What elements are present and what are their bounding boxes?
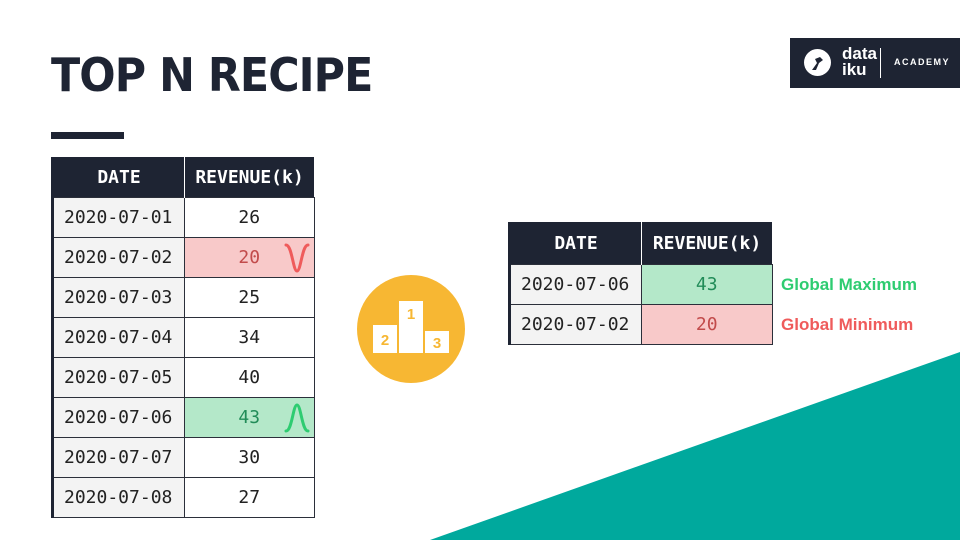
revenue-cell: 26 bbox=[184, 197, 315, 238]
table-row: 2020-07-06 43 bbox=[52, 397, 315, 438]
podium-first-label: 1 bbox=[407, 306, 415, 323]
global-maximum-label: Global Maximum bbox=[781, 275, 918, 294]
date-cell: 2020-07-03 bbox=[52, 277, 185, 318]
logo-line-2: iku bbox=[842, 60, 867, 79]
global-minimum-label: Global Minimum bbox=[781, 315, 914, 334]
column-header-date: DATE bbox=[52, 157, 185, 198]
revenue-value: 43 bbox=[238, 407, 261, 428]
column-header-date: DATE bbox=[509, 222, 642, 265]
date-cell: 2020-07-07 bbox=[52, 437, 185, 478]
podium-second-label: 2 bbox=[381, 332, 389, 349]
revenue-cell-maximum: 43 bbox=[641, 264, 773, 305]
table-header-row: DATE REVENUE(k) bbox=[509, 222, 772, 265]
table-row: 2020-07-02 20 bbox=[509, 304, 773, 345]
date-cell: 2020-07-05 bbox=[52, 357, 185, 398]
revenue-cell-maximum: 43 bbox=[184, 397, 315, 438]
revenue-value: 20 bbox=[238, 247, 261, 268]
revenue-cell: 25 bbox=[184, 277, 315, 318]
date-cell: 2020-07-06 bbox=[509, 264, 642, 305]
column-header-revenue: REVENUE(k) bbox=[641, 222, 772, 265]
date-cell: 2020-07-08 bbox=[52, 477, 185, 518]
revenue-cell-minimum: 20 bbox=[184, 237, 315, 278]
valley-icon bbox=[284, 243, 309, 273]
logo-line-1: data bbox=[842, 44, 877, 63]
column-header-revenue: REVENUE(k) bbox=[184, 157, 314, 198]
date-cell: 2020-07-02 bbox=[52, 237, 185, 278]
table-row: 2020-07-04 34 bbox=[52, 317, 315, 358]
peak-icon bbox=[284, 403, 309, 433]
table-row: 2020-07-05 40 bbox=[52, 357, 315, 398]
date-cell: 2020-07-06 bbox=[52, 397, 185, 438]
revenue-cell: 40 bbox=[184, 357, 315, 398]
revenue-cell: 34 bbox=[184, 317, 315, 358]
table-header-row: DATE REVENUE(k) bbox=[52, 157, 314, 198]
logo-separator bbox=[880, 48, 881, 78]
page-title: TOP N RECIPE bbox=[51, 48, 373, 102]
date-cell: 2020-07-04 bbox=[52, 317, 185, 358]
revenue-cell: 27 bbox=[184, 477, 315, 518]
table-row: 2020-07-06 43 bbox=[509, 264, 773, 305]
title-underline bbox=[51, 132, 124, 139]
table-row: 2020-07-08 27 bbox=[52, 477, 315, 518]
revenue-cell-minimum: 20 bbox=[641, 304, 773, 345]
output-table: DATE REVENUE(k) 2020-07-06 43 2020-07-02… bbox=[508, 222, 773, 345]
podium-icon: 1 2 3 bbox=[357, 275, 465, 383]
logo-academy: ACADEMY bbox=[894, 57, 951, 67]
podium-third-label: 3 bbox=[433, 335, 441, 352]
date-cell: 2020-07-02 bbox=[509, 304, 642, 345]
dataiku-academy-logo: data iku ACADEMY bbox=[790, 38, 960, 88]
table-row: 2020-07-07 30 bbox=[52, 437, 315, 478]
table-row: 2020-07-03 25 bbox=[52, 277, 315, 318]
date-cell: 2020-07-01 bbox=[52, 197, 185, 238]
revenue-cell: 30 bbox=[184, 437, 315, 478]
table-row: 2020-07-01 26 bbox=[52, 197, 315, 238]
bird-icon bbox=[804, 49, 831, 76]
input-table: DATE REVENUE(k) 2020-07-01 26 2020-07-02… bbox=[51, 157, 315, 518]
logo-wordmark: data iku bbox=[842, 44, 877, 79]
table-row: 2020-07-02 20 bbox=[52, 237, 315, 278]
